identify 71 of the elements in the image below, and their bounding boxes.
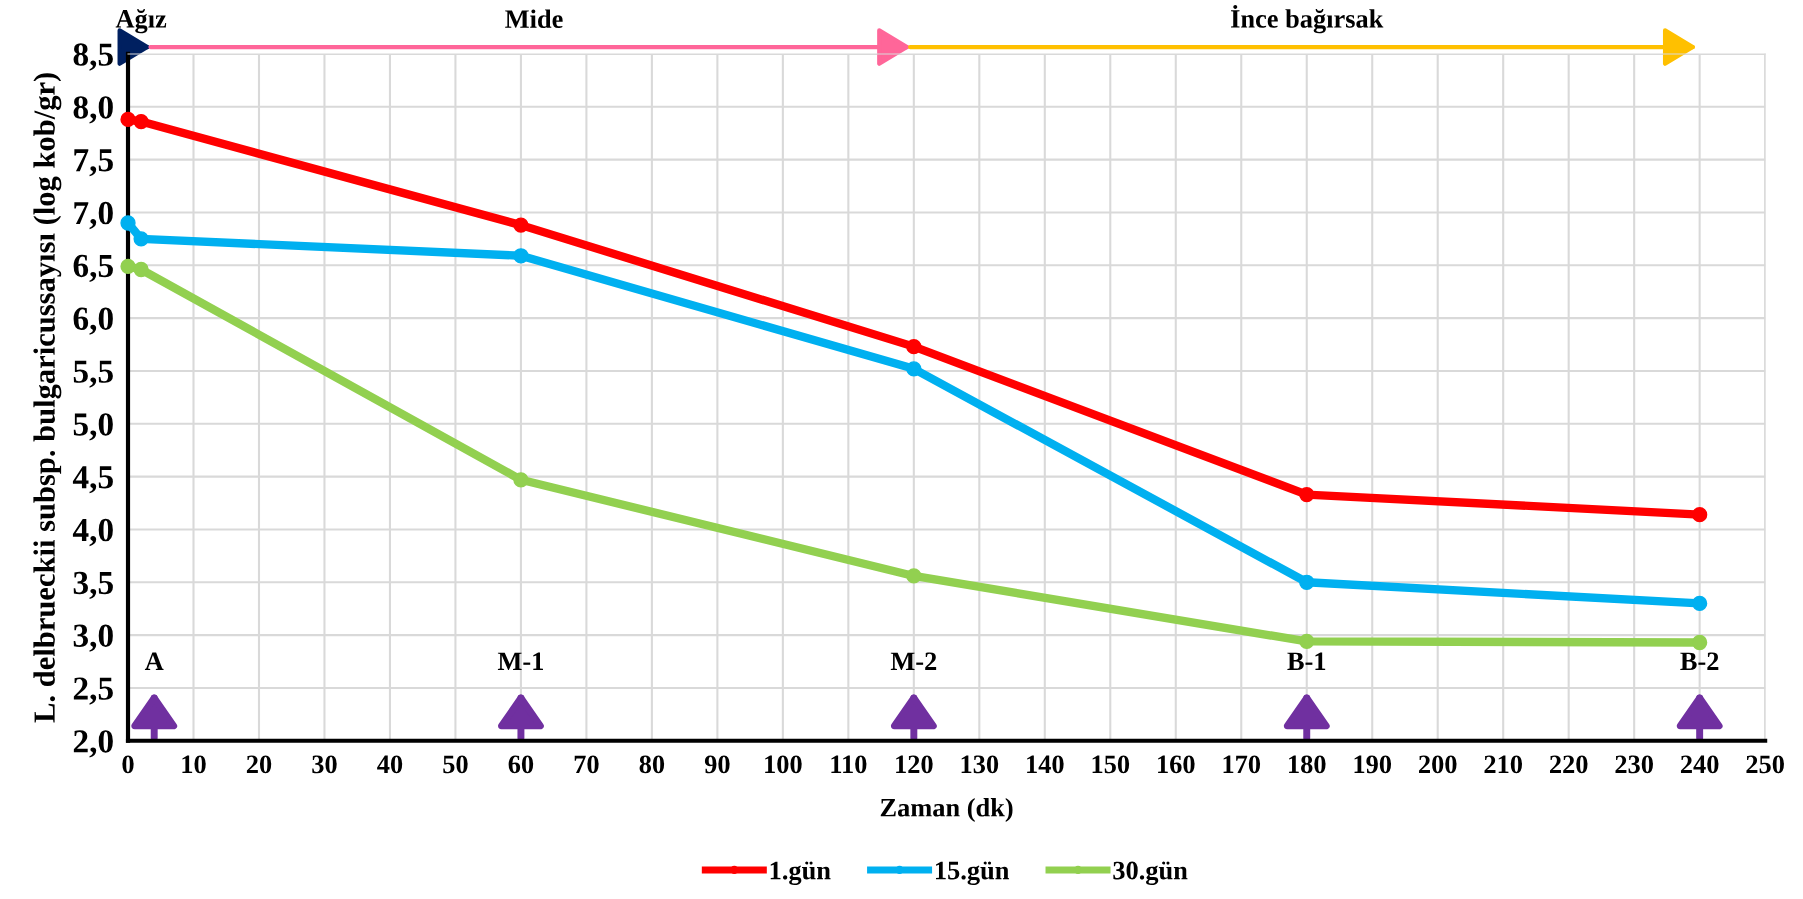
y-tick-label: 7,5 <box>74 149 113 177</box>
point <box>906 568 922 584</box>
y-tick-label: 5,0 <box>73 413 113 441</box>
legend-label: 30.gün <box>1113 861 1188 885</box>
point <box>906 338 922 355</box>
point <box>1692 507 1708 523</box>
x-tick-label: 160 <box>1158 755 1195 774</box>
x-tick-label: 30 <box>312 755 337 774</box>
x-tick-label: 200 <box>1419 755 1457 774</box>
legend-label: 1.gün <box>770 861 831 885</box>
x-tick-label: 240 <box>1680 755 1719 774</box>
x-tick-label: 210 <box>1484 755 1522 774</box>
y-tick-label: 3,5 <box>73 571 113 599</box>
y-tick-label: 6,5 <box>73 254 113 282</box>
point <box>120 111 136 128</box>
x-tick-label: 40 <box>377 755 403 774</box>
y-tick-label: 2,0 <box>73 730 113 758</box>
point <box>120 258 136 274</box>
y-axis-title: L. delbrueckii subsp. bulgaricussayısı (log kob/gr) <box>33 73 62 723</box>
point <box>1299 574 1315 590</box>
point <box>133 231 149 247</box>
x-tick-label: 230 <box>1615 755 1653 774</box>
y-tick-label: 3,0 <box>73 624 113 652</box>
y-tick-label: 4,5 <box>72 466 113 494</box>
x-tick-label: 140 <box>1027 755 1064 774</box>
point <box>513 472 529 488</box>
x-tick-label: 100 <box>765 755 802 774</box>
annotation: M-2 <box>890 652 937 670</box>
point <box>120 215 136 231</box>
point <box>133 113 149 130</box>
x-tick-label: 10 <box>182 755 206 774</box>
x-axis-title: Zaman (dk) <box>880 798 1013 822</box>
x-tick-label: 80 <box>639 755 665 774</box>
point <box>1692 634 1708 651</box>
point <box>1692 595 1708 612</box>
x-tick-label: 0 <box>122 755 134 774</box>
text: İnce bağırsak <box>1231 4 1384 34</box>
x-tick-label: 60 <box>508 755 534 774</box>
y-tick-label: 5,5 <box>73 360 113 388</box>
x-tick-label: 180 <box>1289 755 1326 774</box>
y-tick-label: 8,0 <box>73 96 113 124</box>
x-tick-label: 90 <box>704 755 730 774</box>
y-tick-label: 4,0 <box>72 518 113 547</box>
y-tick-label: 8,5 <box>73 43 113 71</box>
annotation: B-1 <box>1287 652 1326 670</box>
text: Mide <box>505 9 563 28</box>
point <box>133 261 149 278</box>
point <box>1299 633 1315 650</box>
x-tick-label: 220 <box>1550 755 1588 774</box>
y-tick-label: 6,0 <box>73 307 113 335</box>
x-tick-label: 190 <box>1354 755 1392 774</box>
legend-label: 15.gün <box>935 861 1010 885</box>
y-tick-label: 2,5 <box>73 677 113 705</box>
x-tick-label: 50 <box>443 755 468 774</box>
annotation: B-2 <box>1680 652 1719 670</box>
y-tick-label: 7,0 <box>74 201 113 230</box>
annotation: M-1 <box>497 652 543 670</box>
x-tick-label: 150 <box>1092 755 1130 774</box>
x-tick-label: 120 <box>896 755 933 774</box>
x-tick-label: 170 <box>1223 755 1261 774</box>
x-tick-label: 20 <box>246 755 272 774</box>
point <box>1299 486 1315 503</box>
x-tick-label: 110 <box>831 755 867 774</box>
x-tick-label: 250 <box>1746 755 1784 774</box>
annotation: A <box>144 652 164 670</box>
x-tick-label: 70 <box>574 755 599 774</box>
x-tick-label: 130 <box>961 755 999 774</box>
point <box>906 361 922 377</box>
text: Ağız <box>115 8 167 34</box>
point <box>513 217 529 233</box>
point <box>513 248 529 264</box>
